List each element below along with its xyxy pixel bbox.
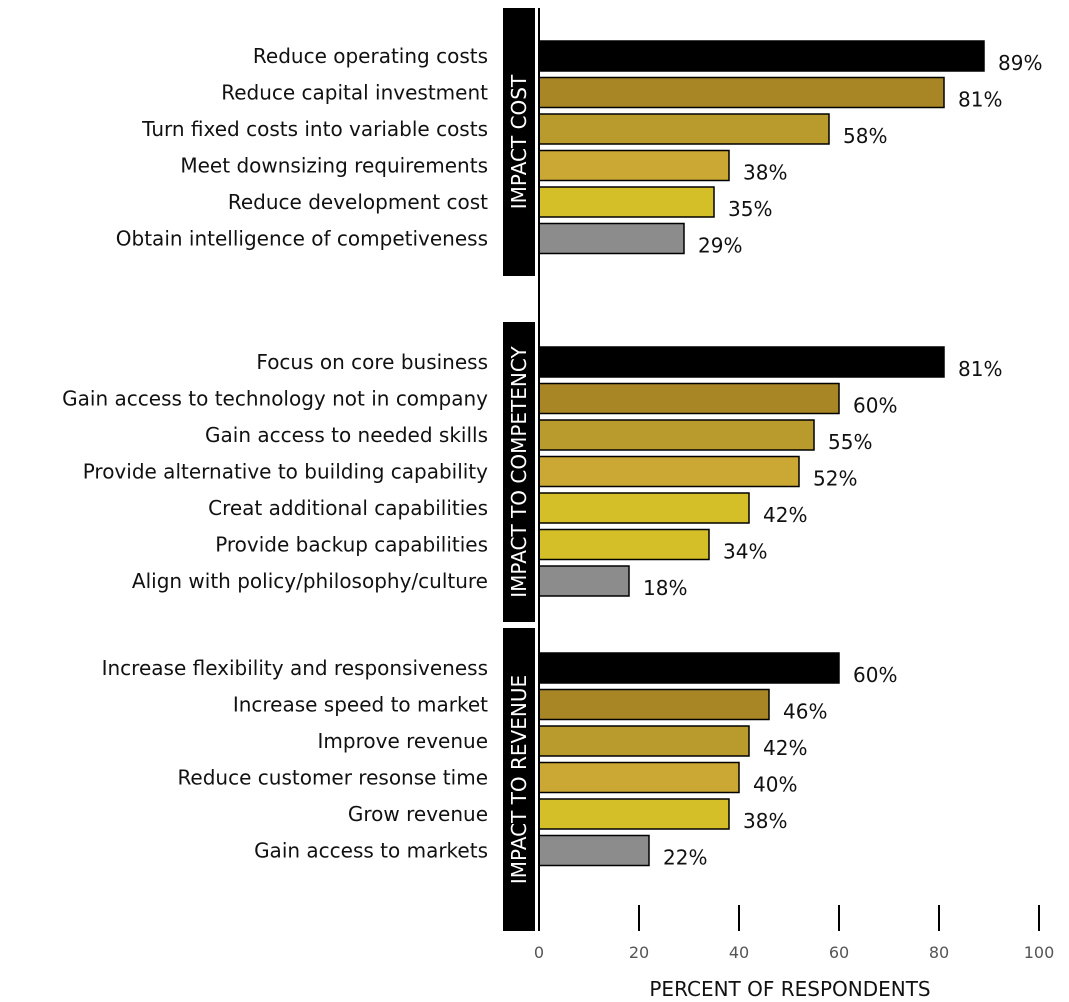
bar [538, 40, 985, 72]
category-label: Reduce development cost [228, 190, 488, 214]
group-label: IMPACT TO REVENUE [507, 675, 531, 884]
value-label: 38% [743, 809, 787, 833]
x-tick-label: 0 [534, 943, 544, 962]
x-tick-label: 100 [1024, 943, 1055, 962]
category-label: Grow revenue [348, 802, 488, 826]
value-label: 29% [698, 234, 742, 258]
category-label: Turn fixed costs into variable costs [141, 117, 488, 141]
value-label: 40% [753, 773, 797, 797]
group-label-band [503, 322, 535, 622]
category-label: Gain access to markets [254, 839, 488, 863]
group-label: IMPACT COST [507, 74, 531, 209]
category-label: Increase flexibility and responsiveness [102, 656, 488, 680]
group-label-band [503, 8, 535, 276]
value-label: 55% [828, 430, 872, 454]
category-label: Obtain intelligence of competiveness [116, 227, 488, 251]
value-label: 34% [723, 540, 767, 564]
bar [538, 186, 715, 218]
category-label: Gain access to needed skills [205, 423, 488, 447]
x-tick-label: 80 [929, 943, 949, 962]
value-label: 35% [728, 197, 772, 221]
value-label: 81% [958, 357, 1002, 381]
value-label: 42% [763, 736, 807, 760]
category-label: Focus on core business [256, 350, 488, 374]
x-tick-label: 20 [629, 943, 649, 962]
bar [538, 382, 840, 415]
bar [538, 419, 815, 451]
x-tick-label: 40 [729, 943, 749, 962]
bar [538, 76, 945, 109]
category-label: Provide alternative to building capabili… [83, 460, 488, 484]
bar [538, 492, 750, 524]
bar [538, 761, 740, 794]
category-label: Gain access to technology not in company [62, 387, 488, 411]
x-tick-label: 60 [829, 943, 849, 962]
category-label: Provide backup capabilities [215, 533, 488, 557]
value-label: 46% [783, 700, 827, 724]
value-label: 42% [763, 503, 807, 527]
category-label: Reduce capital investment [221, 81, 488, 105]
category-label: Reduce customer resonse time [177, 766, 488, 790]
value-label: 60% [853, 663, 897, 687]
value-label: 38% [743, 161, 787, 185]
bar [538, 652, 840, 684]
value-label: 22% [663, 846, 707, 870]
group-label-band [503, 628, 535, 931]
bars-layer: Reduce operating costs 89% Reduce capital … [62, 40, 1042, 870]
group-label: IMPACT TO COMPETENCY [507, 346, 531, 598]
bar [538, 725, 750, 757]
bar [538, 688, 770, 721]
bar [538, 798, 730, 830]
bar [538, 528, 710, 561]
value-label: 89% [998, 51, 1042, 75]
value-label: 60% [853, 394, 897, 418]
value-label: 58% [843, 124, 887, 148]
axis-layer: IMPACT COST IMPACT TO COMPETENCY IMPACT TO… [503, 8, 1054, 962]
bar [538, 149, 730, 182]
bar [538, 222, 685, 255]
bar [538, 565, 630, 597]
bar [538, 834, 650, 867]
category-label: Increase speed to market [233, 693, 488, 717]
bar [538, 455, 800, 488]
category-label: Align with policy/philosophy/culture [132, 569, 488, 593]
category-label: Meet downsizing requirements [180, 154, 488, 178]
value-label: 81% [958, 88, 1002, 112]
category-label: Creat additional capabilities [208, 496, 488, 520]
value-label: 52% [813, 467, 857, 491]
bar [538, 346, 945, 378]
x-axis-title: PERCENT OF RESPONDENTS [649, 977, 930, 1001]
bar [538, 113, 830, 145]
category-label: Improve revenue [318, 729, 488, 753]
value-label: 18% [643, 576, 687, 600]
category-label: Reduce operating costs [253, 44, 488, 68]
